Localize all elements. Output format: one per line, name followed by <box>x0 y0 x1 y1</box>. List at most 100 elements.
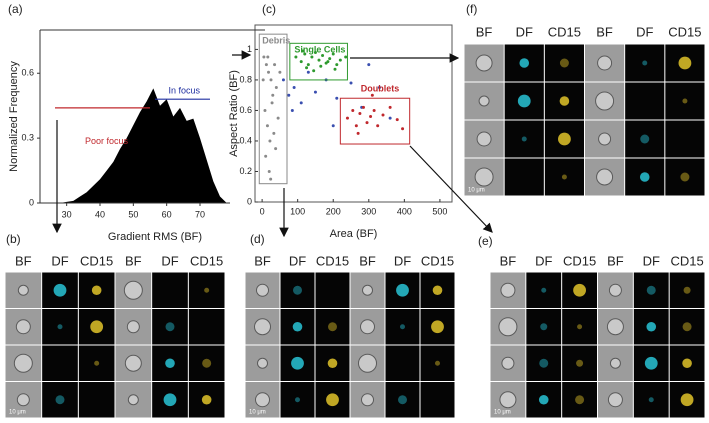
cell-image <box>642 60 648 66</box>
image-tile <box>420 345 455 381</box>
point <box>331 124 335 128</box>
image-tile <box>526 309 562 345</box>
image-tile <box>42 345 78 381</box>
image-tile <box>188 272 225 308</box>
cell-image <box>559 58 569 68</box>
cell-image <box>204 287 210 293</box>
point <box>349 81 353 85</box>
panel-label: (b) <box>6 232 21 246</box>
y-axis-label: Aspect Ratio (BF) <box>228 70 240 157</box>
arrow <box>409 145 493 233</box>
cell-image <box>16 393 30 407</box>
x-tick-label: 300 <box>361 206 376 216</box>
y-tick-label: 0.3 <box>21 133 34 143</box>
cell-image <box>202 358 212 368</box>
point <box>306 70 310 74</box>
point <box>264 154 268 158</box>
cell-image <box>15 319 31 335</box>
point <box>319 64 323 68</box>
point <box>361 105 365 109</box>
cell-image <box>17 284 29 296</box>
cell-image <box>558 132 571 146</box>
panel-label: (e) <box>478 234 493 248</box>
column-header: DF <box>51 253 68 268</box>
cell-image <box>257 357 268 369</box>
point <box>274 147 278 151</box>
panel-label: (c) <box>262 2 276 16</box>
cell-image <box>124 354 142 372</box>
image-tile <box>544 158 584 196</box>
point <box>344 55 348 59</box>
image-tile <box>42 382 78 418</box>
point <box>306 63 310 67</box>
image-tile <box>544 44 584 82</box>
x-tick-label: 500 <box>432 206 447 216</box>
column-header: CD15 <box>668 24 701 39</box>
column-header: DF <box>394 253 411 268</box>
cell-image <box>680 393 694 407</box>
cell-image <box>680 172 690 182</box>
point <box>313 50 317 54</box>
scale-bar-label: 10 μm <box>9 410 26 416</box>
cell-image <box>644 356 658 370</box>
point <box>313 90 317 94</box>
column-header: DF <box>289 253 306 268</box>
point <box>273 63 277 67</box>
point <box>264 63 268 67</box>
point <box>321 54 325 58</box>
point <box>354 124 358 128</box>
cell-image <box>606 318 624 336</box>
column-header: CD15 <box>190 253 223 268</box>
cell-image <box>478 95 490 107</box>
point <box>281 78 285 82</box>
image-tile <box>665 82 705 120</box>
point <box>292 86 296 90</box>
cell-image <box>165 358 175 369</box>
point <box>303 52 307 56</box>
point <box>345 116 349 120</box>
image-tile <box>385 309 420 345</box>
image-tile <box>152 309 188 345</box>
scale-bar-label: 10 μm <box>494 410 511 416</box>
point <box>262 55 266 59</box>
cell-image <box>577 324 583 330</box>
point <box>335 96 339 100</box>
cell-image <box>598 132 612 146</box>
cell-image <box>293 285 302 295</box>
y-axis-label: Normalized Frequency <box>8 61 20 172</box>
point <box>294 55 298 59</box>
point <box>269 177 273 181</box>
point <box>305 66 309 70</box>
image-tile <box>504 120 544 158</box>
point <box>299 101 303 105</box>
cell-image <box>326 393 339 407</box>
point <box>372 108 376 112</box>
point <box>401 127 405 131</box>
image-tile <box>625 120 665 158</box>
cell-image <box>94 360 100 366</box>
image-tile <box>633 272 669 308</box>
image-tile <box>633 382 669 418</box>
point <box>351 108 355 112</box>
cell-image <box>53 283 67 297</box>
y-tick-label: 0 <box>247 196 252 206</box>
cell-image <box>678 56 692 70</box>
cell-image <box>499 391 517 409</box>
cell-image <box>127 394 139 406</box>
image-tile <box>385 382 420 418</box>
column-header: DF <box>161 253 178 268</box>
image-tile <box>188 309 225 345</box>
image-tile <box>526 272 562 308</box>
column-header: CD15 <box>548 24 581 39</box>
cell-image <box>474 167 494 187</box>
cell-image <box>498 317 518 337</box>
point <box>266 55 270 59</box>
image-tile <box>625 82 665 120</box>
panel-label: (f) <box>466 2 477 16</box>
gate <box>258 33 288 185</box>
image-tile <box>152 272 188 308</box>
x-axis-label: Gradient RMS (BF) <box>108 231 202 243</box>
point <box>270 101 274 105</box>
point <box>365 121 369 125</box>
